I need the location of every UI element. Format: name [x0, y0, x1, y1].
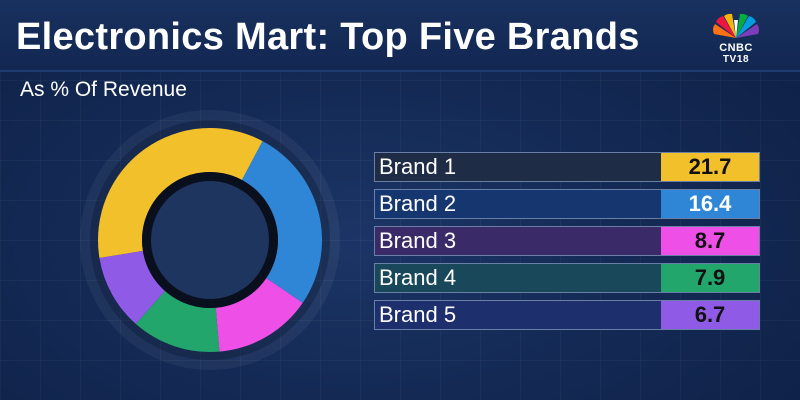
cnbc-tv18-logo: CNBC TV18 — [708, 12, 764, 66]
legend-row-3: Brand 3 8.7 — [374, 226, 760, 256]
legend-label: Brand 1 — [379, 154, 457, 179]
donut-slice-4 — [135, 290, 220, 352]
legend-label: Brand 5 — [379, 302, 457, 327]
legend-value: 16.4 — [661, 190, 759, 218]
donut-chart — [80, 110, 340, 370]
logo-text-cnbc: CNBC — [719, 42, 753, 54]
page-title: Electronics Mart: Top Five Brands — [16, 16, 640, 58]
legend-label: Brand 2 — [379, 191, 457, 216]
legend-label: Brand 4 — [379, 265, 457, 290]
legend-value: 7.9 — [661, 264, 759, 292]
legend-row-2: Brand 2 16.4 — [374, 189, 760, 219]
donut-slice-1 — [98, 127, 263, 258]
donut-center — [151, 181, 269, 299]
legend-row-1: Brand 1 21.7 — [374, 152, 760, 182]
legend-value: 8.7 — [661, 227, 759, 255]
donut-slice-5 — [99, 250, 165, 324]
chart-subtitle: As % Of Revenue — [20, 78, 187, 101]
legend-label: Brand 3 — [379, 228, 457, 253]
legend-value: 6.7 — [661, 301, 759, 329]
legend-table: Brand 1 21.7 Brand 2 16.4 Brand 3 8.7 Brand 4 7… — [374, 152, 760, 337]
donut-slice-2 — [241, 141, 322, 303]
donut-slice-3 — [215, 278, 303, 352]
peacock-icon — [713, 13, 759, 38]
logo-text-tv18: TV18 — [722, 54, 750, 65]
legend-row-5: Brand 5 6.7 — [374, 300, 760, 330]
legend-value: 21.7 — [661, 153, 759, 181]
title-bar: Electronics Mart: Top Five Brands CNBC T… — [0, 0, 800, 72]
legend-row-4: Brand 4 7.9 — [374, 263, 760, 293]
